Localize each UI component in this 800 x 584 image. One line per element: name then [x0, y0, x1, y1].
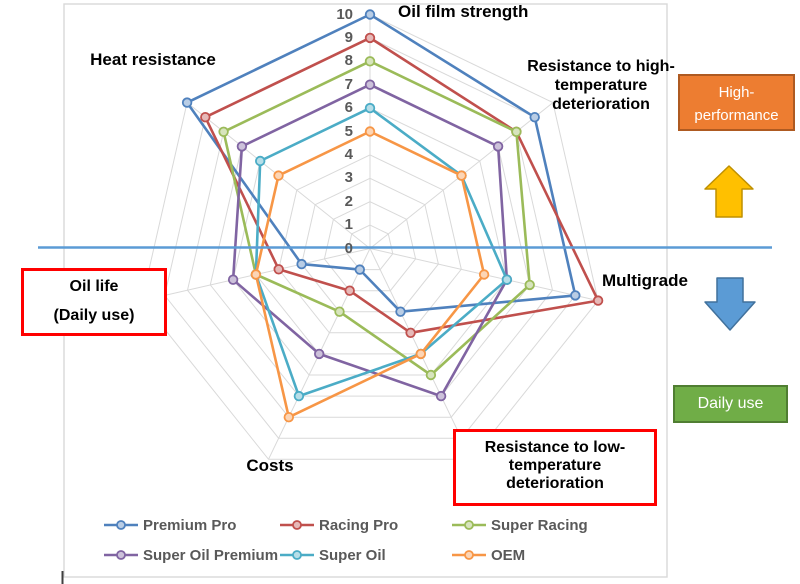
axis-label-oil-film-strength: Oil film strength: [398, 2, 529, 21]
series-marker-super-oil-premium-heat-resistance: [236, 141, 248, 152]
radial-tick-5: 5: [344, 123, 353, 140]
axis-label-heat-resistance: Heat resistance: [90, 50, 216, 69]
series-marker-racing-pro-oil-life-daily-use-: [273, 264, 284, 275]
series-marker-oem-heat-resistance: [273, 170, 284, 181]
up-arrow-shape: [704, 165, 754, 218]
radial-tick-7: 7: [344, 76, 353, 93]
series-marker-super-oil-premium-resistance-to-high-temperature-deterioration: [492, 141, 504, 152]
series-line-super-oil: [254, 106, 509, 398]
series-marker-oem-multigrade: [478, 269, 490, 280]
series-marker-premium-pro-oil-film-strength: [364, 9, 376, 20]
axis-label-oil-life-daily-use: (Daily use): [53, 307, 135, 324]
series-marker-super-oil-costs: [293, 390, 305, 402]
series-line-super-oil-premium: [231, 83, 509, 398]
series-marker-oem-resistance-to-high-temperature-deterioration: [456, 170, 467, 181]
series-marker-premium-pro-oil-life-daily-use-: [296, 258, 307, 270]
series-marker-racing-pro-resistance-to-low-temperature-deterioration: [405, 327, 416, 339]
series-marker-super-oil-premium-oil-life-daily-use-: [227, 274, 239, 285]
series-marker-super-racing-costs: [334, 306, 345, 317]
grid-ring-6: [232, 107, 508, 376]
series-marker-super-racing-multigrade: [524, 279, 535, 291]
radial-tick-2: 2: [344, 193, 353, 210]
radial-tick-6: 6: [344, 99, 353, 116]
series-marker-super-oil-premium-oil-film-strength: [364, 79, 376, 90]
grid-ring-2: [323, 201, 417, 292]
radial-tick-4: 4: [344, 146, 353, 163]
radial-tick-0: 0: [344, 240, 353, 257]
series-marker-premium-pro-resistance-to-high-temperature-deterioration: [529, 111, 540, 123]
series-marker-oem-oil-life-daily-use-: [250, 269, 262, 280]
grid-ring-1: [346, 224, 394, 271]
grid-ring-10: [141, 13, 599, 460]
low-temp-annotation-box: Resistance to low-temperature deteriorat…: [453, 429, 657, 506]
up-arrow-icon: [704, 165, 754, 218]
series-marker-super-racing-heat-resistance: [218, 126, 229, 138]
series-marker-super-oil-premium-resistance-to-low-temperature-deterioration: [435, 390, 447, 402]
down-arrow-icon: [704, 277, 756, 331]
series-marker-premium-pro-heat-resistance: [181, 97, 193, 108]
series-marker-racing-pro-costs: [344, 285, 355, 296]
series-marker-racing-pro-multigrade: [592, 295, 604, 306]
radial-tick-3: 3: [344, 169, 353, 186]
series-marker-oem-oil-film-strength: [364, 126, 376, 137]
series-line-super-racing: [222, 59, 532, 377]
oil-life-annotation-box: Oil life (Daily use): [21, 268, 167, 336]
series-marker-premium-pro-costs: [354, 264, 366, 275]
series-line-oem: [254, 130, 486, 419]
axis-label-oil-life: Oil life: [69, 278, 119, 295]
radial-tick-8: 8: [344, 52, 353, 69]
series-marker-oem-costs: [283, 412, 295, 423]
radial-tick-1: 1: [344, 216, 353, 233]
series-marker-premium-pro-multigrade: [570, 290, 581, 301]
grid-ring-3: [301, 177, 439, 313]
radial-tick-10: 10: [336, 6, 353, 23]
series-marker-super-oil-oil-film-strength: [364, 102, 376, 114]
radial-tick-9: 9: [344, 29, 353, 46]
grid-ring-8: [186, 60, 554, 418]
series-marker-super-racing-oil-film-strength: [364, 56, 376, 67]
high-performance-box: High- performance: [678, 74, 795, 131]
high-performance-label-line1: High-: [718, 84, 755, 101]
series-marker-super-oil-heat-resistance: [255, 155, 266, 167]
series-marker-racing-pro-oil-film-strength: [364, 32, 376, 44]
series-line-racing-pro: [204, 36, 600, 335]
series-marker-super-racing-resistance-to-high-temperature-deterioration: [511, 126, 522, 138]
series-marker-super-racing-resistance-to-low-temperature-deterioration: [425, 369, 437, 381]
daily-use-box: Daily use: [673, 385, 788, 423]
down-arrow-shape: [704, 277, 756, 331]
series-marker-super-oil-premium-costs: [314, 348, 325, 360]
axis-label-costs: Costs: [246, 456, 294, 475]
grid-ring-7: [209, 84, 531, 397]
axis-label-resistance-high-temp: Resistance to high-temperature deteriora…: [527, 58, 675, 113]
series-marker-oem-resistance-to-low-temperature-deterioration: [415, 348, 427, 360]
series-line-premium-pro: [185, 13, 577, 314]
series-marker-racing-pro-heat-resistance: [200, 111, 211, 123]
axis-label-multigrade: Multigrade: [602, 271, 688, 290]
series-marker-premium-pro-resistance-to-low-temperature-deterioration: [395, 306, 406, 317]
high-performance-label-line2: performance: [694, 107, 779, 124]
series-marker-super-oil-multigrade: [501, 274, 513, 285]
